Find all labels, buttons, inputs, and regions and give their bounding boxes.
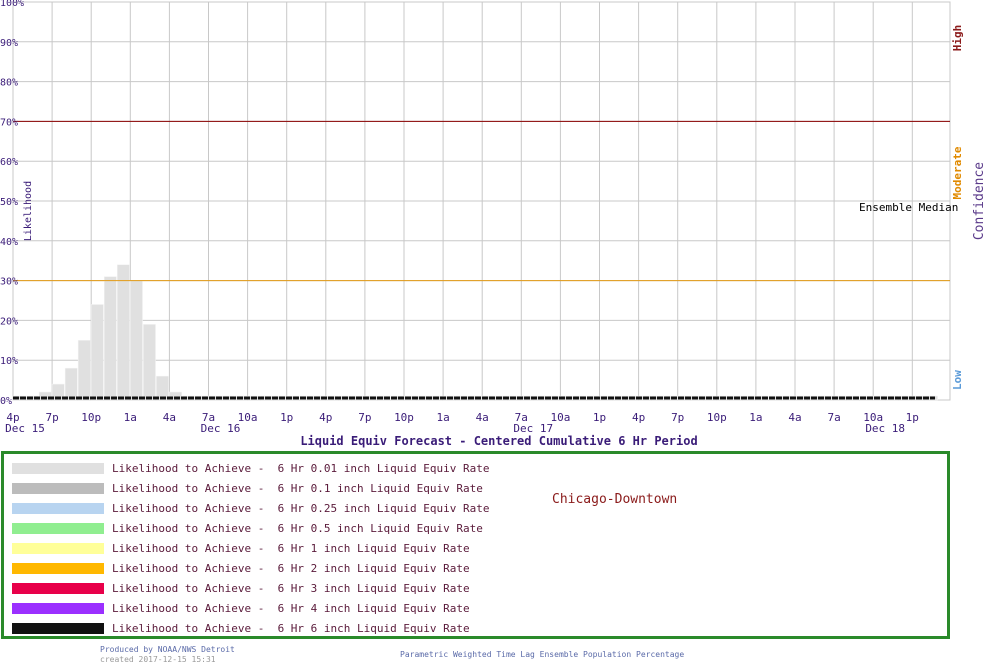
legend-entry: Likelihood to Achieve - 6 Hr 4 inch Liqu… [12,601,470,615]
y-tick-label: 80% [0,78,18,89]
legend-entry: Likelihood to Achieve - 6 Hr 0.5 inch Li… [12,521,483,535]
bar-series-0 [103,276,117,401]
legend-label: Likelihood to Achieve - 6 Hr 3 inch Liqu… [112,581,470,595]
date-label: Dec 16 [201,422,241,435]
grid [12,1,951,401]
y-axis-ticks: 0% 10% 20% 30% 40% 50% 60% 70% 80% 90% 100% [0,0,24,407]
produced-by: Produced by NOAA/NWS Detroit [100,645,235,654]
bar-series-0 [117,264,130,401]
x-tick-label: 1a [124,411,137,424]
y-tick-label: 100% [0,0,24,9]
x-tick-label: 4a [788,411,801,424]
reference-lines [13,120,950,282]
x-tick-label: 10a [863,411,883,424]
bar-series-0 [38,391,52,401]
x-tick-label: 10a [550,411,570,424]
bars [12,264,938,401]
x-tick-label: 7p [671,411,684,424]
legend-entry: Likelihood to Achieve - 6 Hr 0.25 inch L… [12,501,490,515]
bar-series-0 [130,280,143,401]
footer-credits: Produced by NOAA/NWS Detroit created 201… [100,645,235,665]
y-tick-label: 40% [0,237,18,248]
legend-swatch [12,542,104,554]
bar-series-0 [143,324,156,401]
legend-label: Likelihood to Achieve - 6 Hr 0.5 inch Li… [112,521,483,535]
legend-swatch [12,522,104,534]
legend-swatch [12,462,104,474]
legend-swatch [12,482,104,494]
legend-label: Likelihood to Achieve - 6 Hr 0.1 inch Li… [112,481,483,495]
legend-label: Likelihood to Achieve - 6 Hr 0.01 inch L… [112,461,490,475]
bar-series-0 [51,383,65,401]
x-tick-label: 10a [238,411,258,424]
bar-series-0 [77,340,91,401]
x-tick-label: 7p [45,411,58,424]
ensemble-median-annotation: Ensemble Median [859,201,958,214]
legend-swatch [12,502,104,514]
x-tick-label: 10p [707,411,727,424]
bar-series-0 [64,367,78,401]
x-tick-label: 1a [749,411,762,424]
legend-entry: Likelihood to Achieve - 6 Hr 1 inch Liqu… [12,541,470,555]
x-tick-label: 10p [81,411,101,424]
bar-series-0 [169,391,182,401]
legend-label: Likelihood to Achieve - 6 Hr 4 inch Liqu… [112,601,470,615]
y-tick-label: 70% [0,117,18,128]
x-tick-label: 7a [515,411,528,424]
method-note: Parametric Weighted Time Lag Ensemble Po… [400,650,685,659]
chart-title: Liquid Equiv Forecast - Centered Cumulat… [300,434,697,448]
x-tick-label: 7a [827,411,840,424]
x-tick-label: 4a [476,411,489,424]
confidence-low-label: Low [951,370,964,390]
legend-label: Likelihood to Achieve - 6 Hr 6 inch Liqu… [112,621,470,635]
bar-series-0 [156,375,169,401]
legend-swatch [12,622,104,634]
created-timestamp: created 2017-12-15 15:31 [100,655,216,664]
confidence-high-label: High [951,25,964,52]
y-tick-label: 30% [0,277,18,288]
x-tick-label: 7a [202,411,215,424]
y-tick-label: 50% [0,197,18,208]
x-tick-label: 1p [593,411,606,424]
bar-series-0 [90,304,104,401]
x-tick-label: 7p [358,411,371,424]
legend-label: Likelihood to Achieve - 6 Hr 1 inch Liqu… [112,541,470,555]
x-axis-ticks: 4p 7p 10p 1a 4a 7a 10a 1p 4p 7p 10p 1a 4a 7a 10a 1p 4p 7p… [6,411,919,424]
station-name: Chicago-Downtown [552,492,678,507]
legend-swatch [12,562,104,574]
legend-swatch [12,602,104,614]
x-tick-label: 4p [319,411,332,424]
legend-box: Likelihood to Achieve - 6 Hr 0.01 inch L… [1,451,950,639]
legend-entry: Likelihood to Achieve - 6 Hr 0.01 inch L… [12,461,490,475]
legend-entry: Likelihood to Achieve - 6 Hr 2 inch Liqu… [12,561,470,575]
confidence-axis-title: Confidence [972,162,987,240]
y-tick-label: 10% [0,356,18,367]
x-tick-label: 4a [163,411,176,424]
confidence-moderate-label: Moderate [951,146,964,199]
date-label: Dec 18 [865,422,905,435]
y-tick-label: 20% [0,316,18,327]
y-tick-label: 0% [0,396,12,407]
legend-swatch [12,582,104,594]
x-tick-label: 1p [280,411,293,424]
legend-entry: Likelihood to Achieve - 6 Hr 3 inch Liqu… [12,581,470,595]
x-tick-label: 4p [6,411,19,424]
legend-entry: Likelihood to Achieve - 6 Hr 6 inch Liqu… [12,621,470,635]
y-tick-label: 60% [0,157,18,168]
y-tick-label: 90% [0,38,18,49]
legend-label: Likelihood to Achieve - 6 Hr 0.25 inch L… [112,501,490,515]
x-tick-label: 10p [394,411,414,424]
legend-label: Likelihood to Achieve - 6 Hr 2 inch Liqu… [112,561,470,575]
x-tick-label: 4p [632,411,645,424]
y-axis-label: Likelihood [23,181,34,241]
likelihood-chart: 0% 10% 20% 30% 40% 50% 60% 70% 80% 90% 100% 4p 7p 10… [0,0,987,448]
date-labels: Dec 15 Dec 16 Dec 17 Dec 18 [5,422,905,435]
x-tick-label: 1a [436,411,449,424]
x-tick-label: 1p [906,411,919,424]
date-label: Dec 15 [5,422,45,435]
date-label: Dec 17 [513,422,553,435]
legend-entry: Likelihood to Achieve - 6 Hr 0.1 inch Li… [12,481,483,495]
